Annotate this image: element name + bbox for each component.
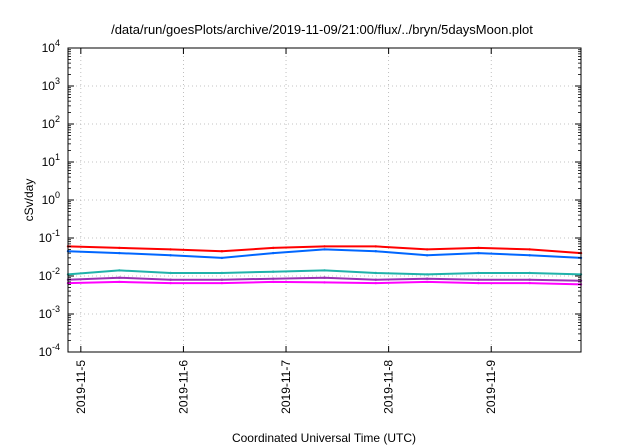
data-point [169, 271, 172, 275]
y-tick-exponent: 0 [55, 190, 60, 200]
y-tick-label: 102 [42, 114, 60, 131]
data-point [374, 250, 377, 253]
y-tick-base: 10 [39, 345, 53, 359]
y-tick-label: 10-2 [39, 266, 60, 283]
data-point [118, 280, 121, 284]
data-point [118, 246, 121, 250]
data-point [323, 281, 326, 284]
x-axis: 2019-11-5 2019-11-6 2019-11-7 2019-11-8 2019… [74, 48, 498, 414]
data-point [272, 246, 275, 250]
data-point [323, 276, 326, 279]
y-tick-exponent: 4 [55, 38, 60, 48]
y-tick-exponent: -3 [52, 304, 60, 314]
x-tick-label: 2019-11-5 [74, 360, 88, 414]
series-group [66, 245, 583, 286]
data-point [169, 248, 172, 251]
data-point [528, 278, 531, 281]
data-point [374, 281, 377, 285]
y-tick-label: 101 [42, 152, 60, 169]
y-tick-exponent: 2 [55, 114, 60, 124]
data-point [118, 269, 121, 272]
data-point [118, 251, 121, 255]
data-point [323, 248, 326, 251]
y-tick-exponent: 3 [55, 76, 60, 86]
x-axis-label: Coordinated Universal Time (UTC) [232, 431, 416, 445]
x-tick-label: 2019-11-7 [279, 360, 293, 414]
chart-title: /data/run/goesPlots/archive/2019-11-09/2… [111, 22, 533, 37]
y-tick-base: 10 [39, 269, 53, 283]
y-tick-exponent: 1 [55, 152, 60, 162]
y-tick-base: 10 [42, 117, 56, 131]
y-tick-base: 10 [42, 193, 56, 207]
data-point [425, 277, 429, 280]
x-tick-label: 2019-11-9 [484, 360, 498, 414]
data-point [477, 281, 480, 285]
data-point [272, 270, 275, 273]
y-tick-label: 104 [42, 38, 60, 55]
data-point [528, 248, 531, 251]
data-point [477, 271, 480, 275]
data-point [528, 281, 531, 285]
y-tick-base: 10 [39, 307, 53, 321]
y-tick-base: 10 [42, 155, 56, 169]
data-point [528, 271, 531, 275]
data-point [528, 254, 531, 257]
y-tick-label: 100 [42, 190, 60, 207]
y-tick-exponent: -4 [52, 342, 60, 352]
data-point [374, 271, 377, 275]
data-point [425, 254, 429, 257]
x-tick-label: 2019-11-6 [176, 360, 190, 414]
y-tick-label: 103 [42, 76, 60, 93]
data-point [220, 256, 224, 260]
y-tick-exponent: -2 [52, 266, 60, 276]
y-tick-base: 10 [42, 41, 56, 55]
y-axis-label: cSv/day [22, 179, 36, 222]
data-point [169, 278, 172, 281]
data-point [272, 277, 275, 280]
series-line-1 [67, 248, 582, 259]
data-point [169, 254, 172, 257]
data-point [220, 278, 224, 281]
data-point [425, 248, 429, 251]
data-point [374, 278, 377, 281]
data-point [272, 280, 275, 284]
data-point [425, 280, 429, 284]
y-tick-label: 10-4 [39, 342, 60, 359]
data-point [220, 250, 224, 253]
data-point [374, 245, 377, 248]
data-point [323, 245, 326, 248]
x-tick-label: 2019-11-8 [382, 360, 396, 414]
data-point [477, 246, 480, 250]
grid [68, 48, 581, 352]
data-point [118, 276, 121, 279]
data-point [425, 273, 429, 276]
data-point [220, 281, 224, 285]
y-tick-base: 10 [39, 231, 53, 245]
y-tick-exponent: -1 [52, 228, 60, 238]
data-point [477, 251, 480, 255]
data-point [169, 281, 172, 285]
y-tick-label: 10-1 [39, 228, 60, 245]
data-point [272, 251, 275, 255]
y-tick-base: 10 [42, 79, 56, 93]
data-point [220, 271, 224, 275]
data-point [323, 269, 326, 272]
y-tick-label: 10-3 [39, 304, 60, 321]
data-point [477, 278, 480, 281]
